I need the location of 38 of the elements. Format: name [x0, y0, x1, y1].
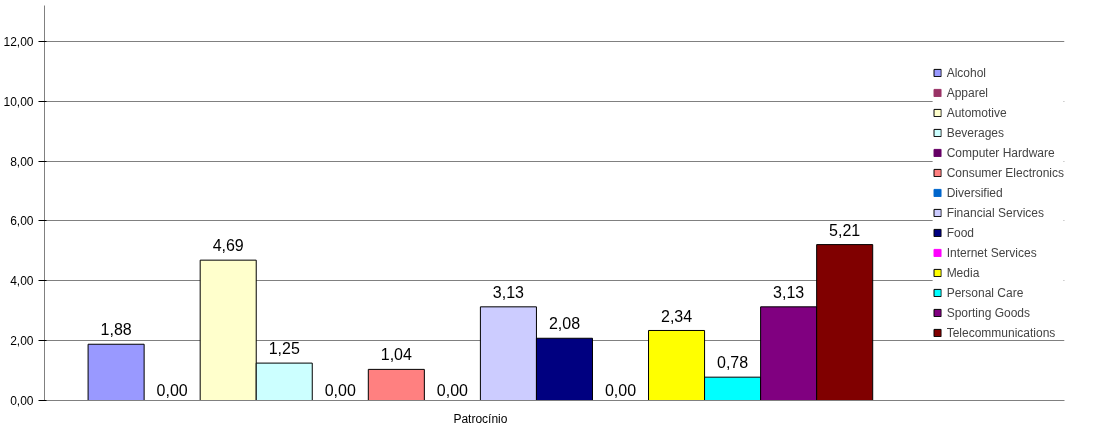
legend-label: Sporting Goods: [946, 305, 1031, 320]
y-tick-label: 10,00: [3, 94, 34, 109]
legend-label: Telecommunications: [946, 325, 1056, 340]
legend-label: Food: [946, 225, 974, 240]
y-tick-label: 2,00: [10, 334, 34, 349]
x-tick-label: Patrocínio: [453, 411, 508, 426]
y-tick-label: 8,00: [10, 154, 34, 169]
data-label: 0,00: [436, 382, 469, 400]
legend-label: Personal Care: [946, 285, 1024, 300]
legend-label: Beverages: [946, 125, 1004, 140]
data-label: 1,04: [380, 346, 412, 364]
y-tick-label: 4,00: [10, 274, 34, 289]
legend-label: Internet Services: [946, 245, 1037, 260]
legend-label: Media: [946, 265, 980, 280]
data-label: 2,34: [660, 307, 693, 325]
legend-label: Consumer Electronics: [946, 165, 1064, 180]
data-label: 0,00: [156, 382, 188, 400]
legend-label: Alcohol: [946, 65, 986, 80]
data-label: 3,13: [773, 283, 805, 301]
y-tick-label: 6,00: [10, 214, 34, 229]
data-label: 5,21: [829, 221, 861, 239]
data-label: 3,13: [492, 283, 525, 301]
y-tick-label: 12,00: [3, 34, 34, 49]
legend-label: Apparel: [946, 85, 988, 100]
data-label: 0,00: [324, 382, 356, 400]
data-label: 1,88: [100, 321, 132, 339]
data-label: 2,08: [548, 315, 581, 333]
y-tick-label: 0,00: [10, 394, 34, 408]
legend-label: Financial Services: [946, 205, 1044, 220]
legend-label: Computer Hardware: [946, 145, 1055, 160]
data-label: 1,25: [268, 340, 300, 358]
data-label: 0,00: [604, 382, 637, 400]
legend-label: Automotive: [946, 105, 1007, 120]
data-label: 4,69: [212, 237, 244, 255]
bar: [87, 343, 145, 401]
data-label: 0,78: [717, 354, 749, 372]
bar: [367, 368, 425, 401]
legend-label: Diversified: [946, 185, 1003, 200]
